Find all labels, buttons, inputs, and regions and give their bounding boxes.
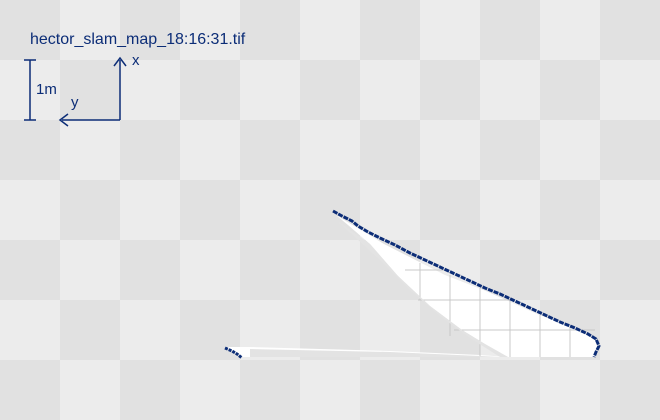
scan-rays <box>250 220 508 357</box>
scale-label: 1m <box>36 81 57 98</box>
map-filename-label: hector_slam_map_18:16:31.tif <box>30 31 246 48</box>
obstacle-wall-floor <box>224 346 243 360</box>
y-axis-label: y <box>71 94 79 111</box>
axis-indicator <box>58 56 127 127</box>
free-space <box>226 215 598 357</box>
free-space-wedge <box>336 215 598 357</box>
obstacle-wall-diagonal <box>332 209 601 358</box>
scale-bar <box>24 59 36 121</box>
map-grid <box>405 263 595 357</box>
x-axis-label: x <box>132 52 140 69</box>
